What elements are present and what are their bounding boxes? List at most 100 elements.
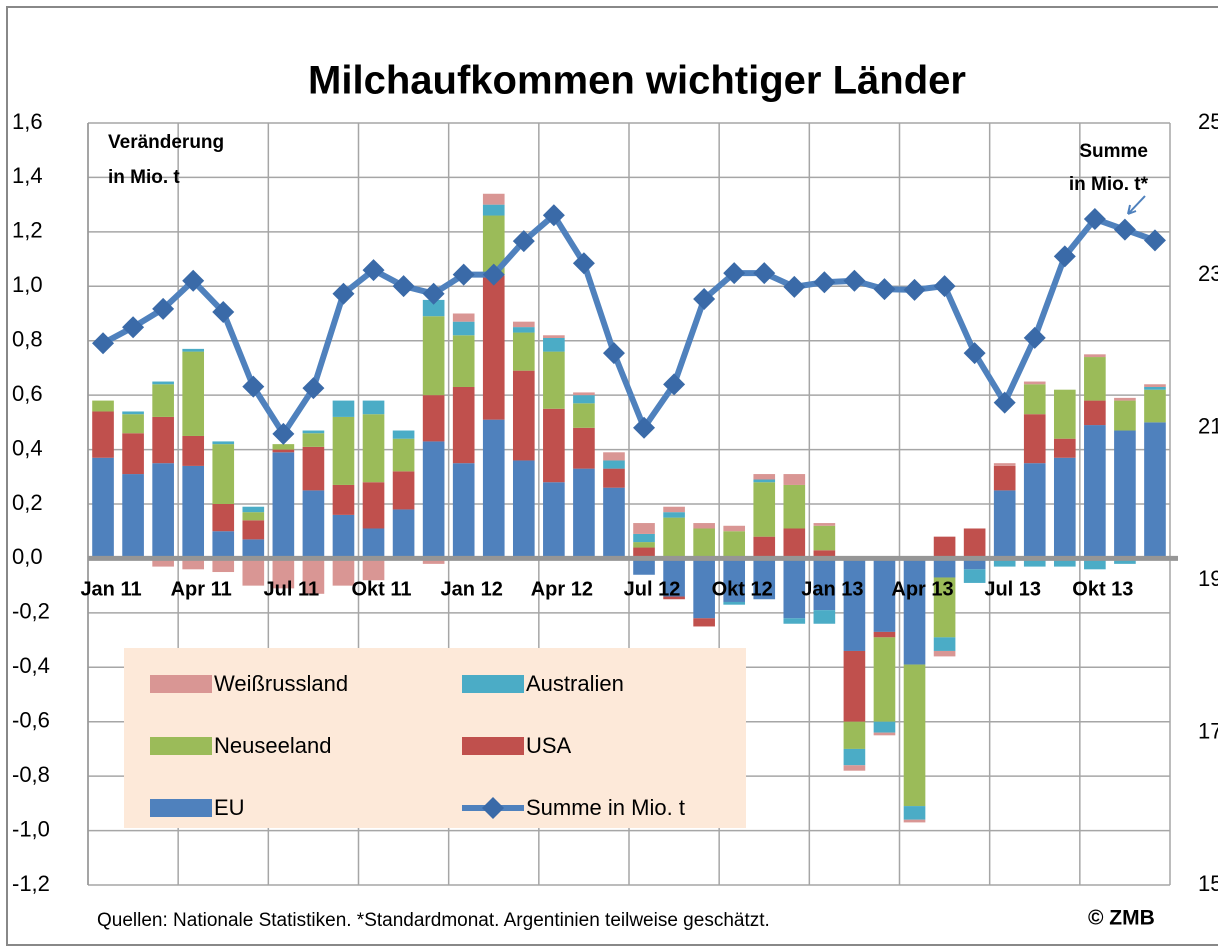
legend: Weißrussland Australien Neuseeland USA EU Sum… <box>150 671 685 820</box>
bar-segment <box>753 482 776 537</box>
bar-segment <box>873 637 896 722</box>
bar-segment <box>1023 558 1046 567</box>
bar-segment <box>1144 389 1166 423</box>
bar-segment <box>122 433 144 475</box>
sum-marker <box>392 275 415 298</box>
bar-segment <box>963 569 986 583</box>
bar-segment <box>603 487 625 559</box>
bar-segment <box>332 484 355 515</box>
bar-segment <box>212 504 235 532</box>
bar-segment <box>873 631 896 638</box>
bar-segment <box>573 468 595 559</box>
bar-segment <box>452 335 475 387</box>
sum-marker <box>452 263 475 286</box>
bar-segment <box>1084 400 1106 426</box>
bar-segment <box>1144 384 1166 387</box>
bar-segment <box>603 468 625 488</box>
bar-segment <box>783 528 806 559</box>
bar-segment <box>543 337 565 352</box>
copyright: © ZMB <box>1088 907 1155 930</box>
sum-marker <box>873 278 896 301</box>
bar-segment <box>1053 438 1076 458</box>
bar-segment <box>1114 397 1136 401</box>
bar-segment <box>663 512 685 518</box>
bar-segment <box>963 528 986 559</box>
legend-label: Summe in Mio. t <box>526 795 685 820</box>
bar-segment <box>723 601 746 605</box>
bar-segment <box>663 596 685 600</box>
bar-segment <box>873 721 896 733</box>
bar-segment <box>903 819 926 823</box>
bar-segment <box>182 558 205 570</box>
bar-segment <box>993 490 1016 559</box>
y2-tick-label: 23 <box>1198 261 1218 286</box>
bar-segment <box>723 531 746 559</box>
bar-segment <box>693 528 715 559</box>
bar-segment <box>512 460 535 559</box>
bar-segment <box>362 528 385 559</box>
bar-segment <box>903 558 926 665</box>
bar-segment <box>182 435 205 466</box>
legend-swatch <box>150 799 212 817</box>
bar-segment <box>242 512 265 521</box>
sum-marker <box>633 416 656 439</box>
bar-segment <box>633 558 655 575</box>
chart-title: Milchaufkommen wichtiger Länder <box>308 59 966 103</box>
bar-segment <box>1114 400 1136 431</box>
bar-segment <box>332 416 355 485</box>
bar-segment <box>362 414 385 483</box>
bar-segment <box>122 411 144 415</box>
bar-segment <box>843 650 866 722</box>
legend-label: Weißrussland <box>214 671 348 696</box>
bar-segment <box>92 411 114 458</box>
bar-segment <box>182 351 205 436</box>
bar-segment <box>543 482 565 559</box>
bar-segment <box>212 558 235 573</box>
axes: -1,2 -1,0 -0,8 -0,6 -0,4 -0,2 0,0 0,2 0,4 0,6 0,8 1… <box>12 109 1218 896</box>
bar-segment <box>993 465 1016 491</box>
bar-segment <box>543 408 565 483</box>
bar-segment <box>813 550 836 559</box>
bar-segment <box>452 463 475 559</box>
bar-segment <box>573 427 595 469</box>
y-tick-label: 0,8 <box>12 327 43 352</box>
bar-segment <box>843 748 866 766</box>
bar-segment <box>182 348 205 352</box>
sum-marker <box>602 342 625 365</box>
x-tick-label: Apr 11 <box>171 579 232 601</box>
bar-segment <box>813 523 836 526</box>
bar-segment <box>122 474 144 559</box>
bar-segment <box>242 539 265 559</box>
bar-segment <box>933 536 956 559</box>
bar-segment <box>1053 558 1076 567</box>
bar-segment <box>422 395 445 442</box>
sum-marker <box>993 391 1016 414</box>
y-tick-label: 1,4 <box>12 163 43 188</box>
sum-marker <box>813 271 836 294</box>
bar-segment <box>362 558 385 581</box>
bar-segment <box>663 517 685 559</box>
y-tick-label: 0,6 <box>12 381 43 406</box>
annotation: Veränderung <box>108 132 224 153</box>
sum-marker <box>963 342 986 365</box>
bar-segment <box>272 558 295 589</box>
bar-segment <box>302 446 325 491</box>
bar-segment <box>272 449 295 453</box>
y-tick-label: -0,2 <box>12 599 50 624</box>
sum-marker <box>572 252 595 275</box>
bar-segment <box>452 313 475 322</box>
legend-swatch <box>462 737 524 755</box>
bar-segment <box>573 395 595 404</box>
sum-line <box>101 212 1156 437</box>
bar-segment <box>212 441 235 445</box>
bar-segment <box>903 664 926 807</box>
bar-segment <box>392 438 415 472</box>
bar-segment <box>783 618 806 624</box>
bar-segment <box>392 471 415 510</box>
sum-marker <box>903 278 926 301</box>
bar-segment <box>1023 381 1046 385</box>
bar-segment <box>482 193 505 205</box>
y2-tick-label: 17 <box>1198 718 1218 743</box>
